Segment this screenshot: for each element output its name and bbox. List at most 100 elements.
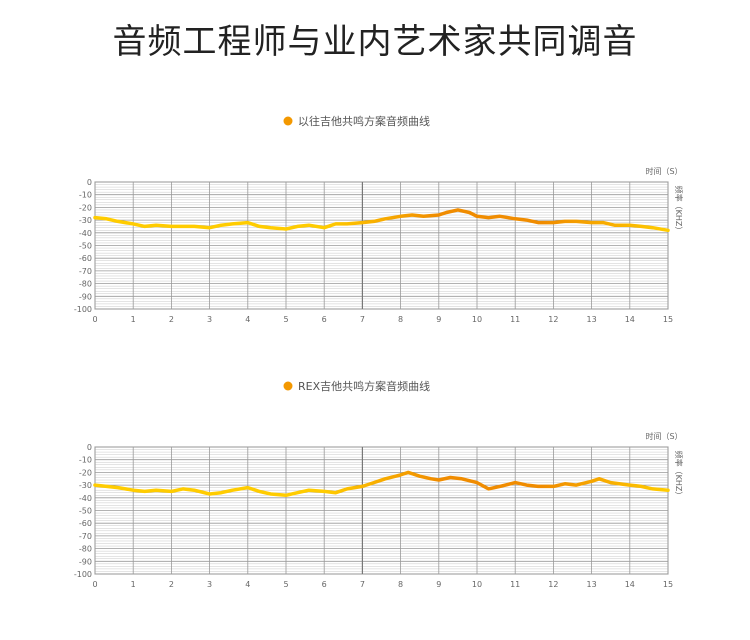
data-point [445, 211, 448, 214]
x-unit-label: 时间（S） [645, 166, 682, 176]
data-point [468, 211, 471, 214]
data-point [418, 475, 421, 478]
y-tick-label: -80 [79, 545, 92, 554]
data-point [334, 491, 337, 494]
y-axis-ticks: 0 -10 -20 -30 -40 -50 -60 -70 -80 -90 -100 [74, 443, 92, 579]
data-point [613, 224, 616, 227]
data-point [220, 491, 223, 494]
y-unit-label: 频率（KHZ） [674, 451, 684, 500]
data-point [307, 224, 310, 227]
data-point [537, 221, 540, 224]
data-point [208, 226, 211, 229]
data-point [155, 224, 158, 227]
data-point [456, 208, 459, 211]
data-point [285, 494, 288, 497]
data-point [609, 481, 612, 484]
legend-dot-icon [283, 381, 293, 391]
data-point [323, 226, 326, 229]
data-point [460, 477, 463, 480]
grid [94, 446, 669, 575]
x-tick-label: 5 [283, 580, 288, 589]
data-point [487, 487, 490, 490]
legend: 以往吉他共鸣方案音频曲线 [283, 114, 430, 128]
x-tick-label: 12 [548, 315, 558, 324]
x-tick-label: 6 [322, 580, 327, 589]
data-point [143, 225, 146, 228]
data-point [628, 224, 631, 227]
data-point [651, 226, 654, 229]
data-point [372, 481, 375, 484]
y-tick-label: -50 [79, 242, 92, 251]
data-point [487, 216, 490, 219]
data-point [430, 477, 433, 480]
x-tick-label: 2 [169, 580, 174, 589]
x-tick-label: 1 [131, 580, 136, 589]
data-point [575, 220, 578, 223]
data-point [476, 215, 479, 218]
y-tick-label: -30 [79, 216, 92, 225]
data-point [231, 222, 234, 225]
data-point [220, 224, 223, 227]
data-point [651, 487, 654, 490]
data-point [514, 481, 517, 484]
data-point [598, 477, 601, 480]
y-tick-label: -100 [74, 570, 92, 579]
data-point [590, 480, 593, 483]
data-point [667, 489, 670, 492]
data-point [296, 225, 299, 228]
x-tick-label: 14 [625, 315, 635, 324]
x-tick-label: 11 [510, 580, 520, 589]
data-point [193, 225, 196, 228]
data-point [269, 226, 272, 229]
data-point [323, 490, 326, 493]
y-tick-label: -70 [79, 267, 92, 276]
data-point [155, 489, 158, 492]
data-point [422, 215, 425, 218]
data-point [181, 225, 184, 228]
data-point [94, 216, 97, 219]
x-tick-label: 7 [360, 580, 365, 589]
y-tick-label: 0 [87, 178, 92, 187]
y-tick-label: -80 [79, 280, 92, 289]
y-axis-ticks: 0 -10 -20 -30 -40 -50 -60 -70 -80 -90 -100 [74, 178, 92, 314]
x-tick-label: 4 [245, 580, 250, 589]
data-point [399, 215, 402, 218]
data-point [575, 484, 578, 487]
legend-dot-icon [283, 116, 293, 126]
x-tick-label: 0 [92, 315, 97, 324]
legend-label: REX吉他共鸣方案音频曲线 [298, 379, 430, 393]
y-tick-label: -40 [79, 494, 92, 503]
y-tick-label: -20 [79, 468, 92, 477]
x-tick-label: 0 [92, 580, 97, 589]
chart-previous-scheme: 以往吉他共鸣方案音频曲线 0 -10 -20 -30 -40 -50 -60 -70 -80 -90… [74, 114, 684, 324]
data-point [498, 215, 501, 218]
data-point [563, 482, 566, 485]
data-point [116, 220, 119, 223]
x-tick-label: 5 [283, 315, 288, 324]
data-point [116, 486, 119, 489]
data-point [411, 214, 414, 217]
data-point [514, 217, 517, 220]
data-point [437, 214, 440, 217]
data-point [296, 491, 299, 494]
data-point [552, 221, 555, 224]
data-point [193, 489, 196, 492]
data-point [181, 487, 184, 490]
data-point [285, 228, 288, 231]
y-tick-label: 0 [87, 443, 92, 452]
x-axis-ticks: 0 1 2 3 4 5 6 7 8 9 10 11 12 13 14 15 [92, 315, 673, 324]
data-point [628, 484, 631, 487]
data-point [361, 221, 364, 224]
x-tick-label: 2 [169, 315, 174, 324]
data-point [143, 490, 146, 493]
x-unit-label: 时间（S） [645, 431, 682, 441]
x-tick-label: 9 [436, 315, 441, 324]
x-tick-label: 4 [245, 315, 250, 324]
y-tick-label: -70 [79, 532, 92, 541]
x-tick-label: 15 [663, 580, 673, 589]
x-tick-label: 8 [398, 580, 403, 589]
x-axis-ticks: 0 1 2 3 4 5 6 7 8 9 10 11 12 13 14 15 [92, 580, 673, 589]
legend-label: 以往吉他共鸣方案音频曲线 [298, 114, 430, 128]
data-point [399, 473, 402, 476]
data-point [640, 225, 643, 228]
